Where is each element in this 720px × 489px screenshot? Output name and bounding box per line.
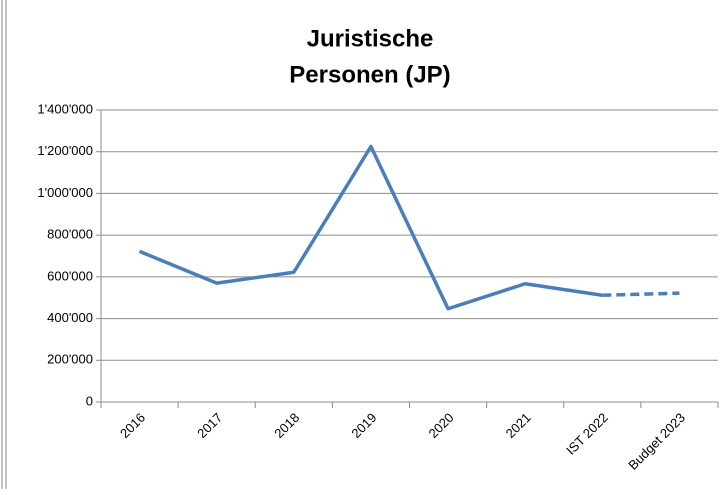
y-tick-label: 0 [86,393,93,408]
x-tick-label: 2017 [194,410,225,441]
y-tick-label: 1'400'000 [37,101,93,116]
y-tick-label: 200'000 [47,352,93,367]
x-tick-label: 2016 [117,410,148,441]
x-tick-label: 2019 [348,410,379,441]
x-tick-label: 2018 [271,410,302,441]
x-tick-label: IST 2022 [563,410,611,458]
y-tick-label: 1'200'000 [37,143,93,158]
x-tick-label: 2020 [426,410,457,441]
y-tick-label: 1'000'000 [37,185,93,200]
chart-title: Juristische [307,25,434,52]
chart-title: Personen (JP) [289,61,450,88]
line [138,144,603,311]
y-tick-label: 800'000 [47,227,93,242]
dashed-line [602,291,680,297]
x-tick-label: Budget 2023 [625,410,688,473]
x-tick-label: 2021 [503,410,534,441]
y-tick-label: 400'000 [47,310,93,325]
y-tick-label: 600'000 [47,268,93,283]
